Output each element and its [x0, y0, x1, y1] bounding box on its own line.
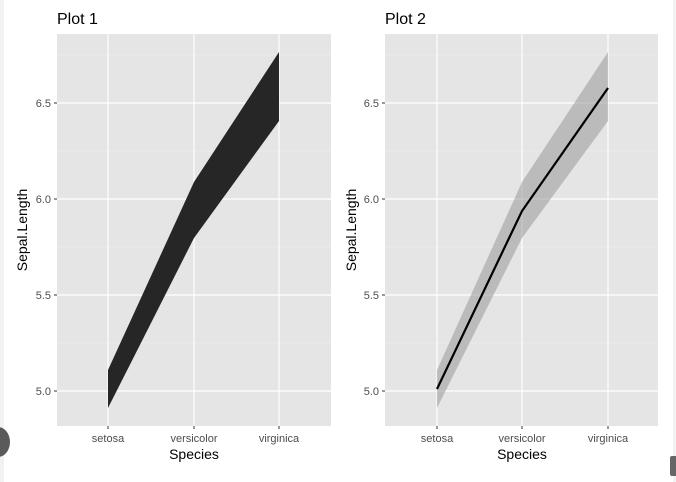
left-window-edge — [0, 0, 4, 482]
plot-1-ytick-label: 6.0 — [36, 194, 51, 206]
plot-1-xtick-label: virginica — [259, 433, 300, 445]
plot-2-title: Plot 2 — [385, 11, 426, 28]
plot-2-x-axis-title: Species — [497, 446, 547, 462]
plot-1-ytick-label: 5.5 — [36, 290, 51, 302]
plot-2-mean-line — [436, 87, 609, 390]
plot-2-xtick-label: versicolor — [498, 433, 545, 445]
plot-1-ytick-label: 6.5 — [36, 98, 51, 110]
plot-1-y-axis-title: Sepal.Length — [14, 189, 30, 272]
plot-2-y-axis-title: Sepal.Length — [343, 189, 359, 272]
plot-1-xtick-label: setosa — [92, 433, 125, 445]
left-overlay-button[interactable] — [0, 427, 10, 457]
plot-2-xtick-label: virginica — [588, 433, 629, 445]
plot-1-xtick-label: versicolor — [170, 433, 217, 445]
plot-2-y-ticks — [382, 102, 385, 392]
plot-1-ytick-label: 5.0 — [36, 386, 51, 398]
right-overlay-tab[interactable] — [670, 456, 676, 476]
right-window-edge — [673, 0, 676, 482]
plot-1-x-ticks — [107, 426, 280, 429]
plot-2-ribbon — [437, 52, 608, 408]
plot-2-xtick-label: setosa — [421, 433, 454, 445]
plot-2-x-ticks — [436, 426, 609, 429]
plot-2-major-gridlines — [385, 34, 658, 426]
plot-1: Plot 1 6.5 6.0 5.5 — [14, 11, 331, 462]
plot-2-ytick-label: 6.0 — [364, 194, 379, 206]
plot-1-title: Plot 1 — [57, 11, 98, 28]
plot-1-y-ticks — [54, 102, 57, 392]
plot-1-x-axis-title: Species — [169, 446, 219, 462]
plot-2: Plot 2 6.5 6.0 5.5 5 — [343, 11, 658, 462]
plot-2-ytick-label: 6.5 — [364, 98, 379, 110]
plot-2-ytick-label: 5.5 — [364, 290, 379, 302]
plot-2-ytick-label: 5.0 — [364, 386, 379, 398]
plot-1-ribbon — [108, 52, 279, 408]
